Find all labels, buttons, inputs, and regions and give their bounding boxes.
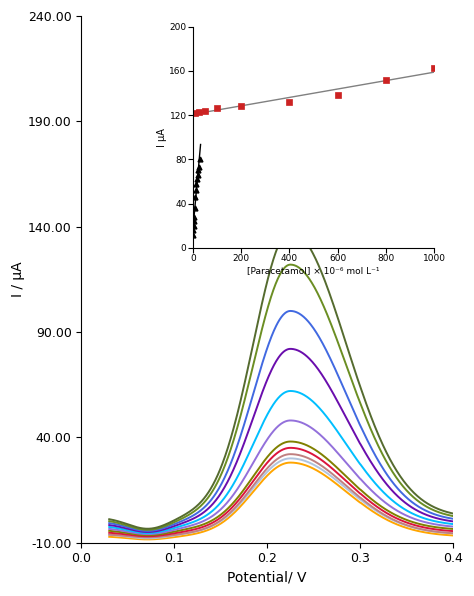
X-axis label: Potential/ V: Potential/ V — [228, 571, 307, 585]
Y-axis label: I / μA: I / μA — [11, 262, 25, 297]
